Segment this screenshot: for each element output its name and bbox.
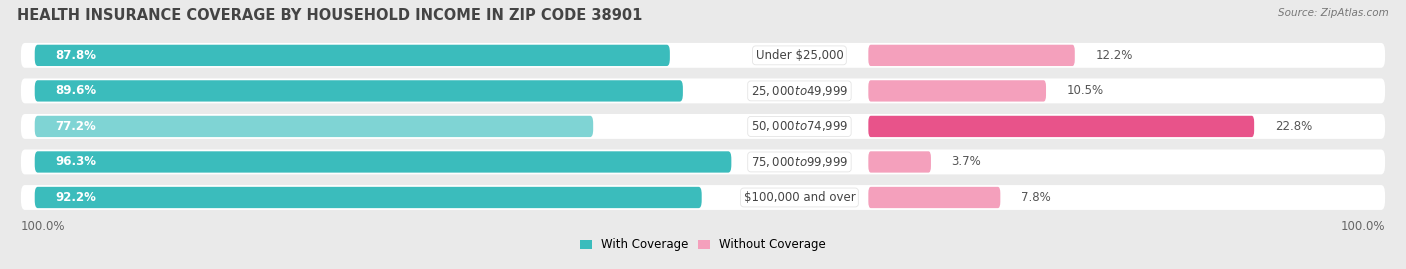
Text: 12.2%: 12.2% xyxy=(1095,49,1133,62)
FancyBboxPatch shape xyxy=(21,185,1385,210)
Text: 22.8%: 22.8% xyxy=(1275,120,1312,133)
Text: $100,000 and over: $100,000 and over xyxy=(744,191,855,204)
Text: $50,000 to $74,999: $50,000 to $74,999 xyxy=(751,119,848,133)
FancyBboxPatch shape xyxy=(35,45,669,66)
Text: 77.2%: 77.2% xyxy=(55,120,96,133)
FancyBboxPatch shape xyxy=(869,80,1046,102)
Text: 100.0%: 100.0% xyxy=(21,220,66,232)
Text: 7.8%: 7.8% xyxy=(1021,191,1050,204)
FancyBboxPatch shape xyxy=(35,116,593,137)
Text: 96.3%: 96.3% xyxy=(55,155,97,168)
Text: 3.7%: 3.7% xyxy=(952,155,981,168)
FancyBboxPatch shape xyxy=(21,114,1385,139)
Text: 92.2%: 92.2% xyxy=(55,191,96,204)
FancyBboxPatch shape xyxy=(21,150,1385,174)
Text: 100.0%: 100.0% xyxy=(1340,220,1385,232)
FancyBboxPatch shape xyxy=(35,80,683,102)
FancyBboxPatch shape xyxy=(869,116,1254,137)
Text: $75,000 to $99,999: $75,000 to $99,999 xyxy=(751,155,848,169)
Text: Under $25,000: Under $25,000 xyxy=(755,49,844,62)
Text: HEALTH INSURANCE COVERAGE BY HOUSEHOLD INCOME IN ZIP CODE 38901: HEALTH INSURANCE COVERAGE BY HOUSEHOLD I… xyxy=(17,8,643,23)
Text: 89.6%: 89.6% xyxy=(55,84,97,97)
FancyBboxPatch shape xyxy=(21,79,1385,103)
FancyBboxPatch shape xyxy=(869,45,1074,66)
Text: $25,000 to $49,999: $25,000 to $49,999 xyxy=(751,84,848,98)
Text: 87.8%: 87.8% xyxy=(55,49,97,62)
Legend: With Coverage, Without Coverage: With Coverage, Without Coverage xyxy=(575,234,831,256)
FancyBboxPatch shape xyxy=(35,187,702,208)
FancyBboxPatch shape xyxy=(869,151,931,173)
Text: 10.5%: 10.5% xyxy=(1067,84,1104,97)
FancyBboxPatch shape xyxy=(21,43,1385,68)
FancyBboxPatch shape xyxy=(35,151,731,173)
FancyBboxPatch shape xyxy=(869,187,1000,208)
Text: Source: ZipAtlas.com: Source: ZipAtlas.com xyxy=(1278,8,1389,18)
